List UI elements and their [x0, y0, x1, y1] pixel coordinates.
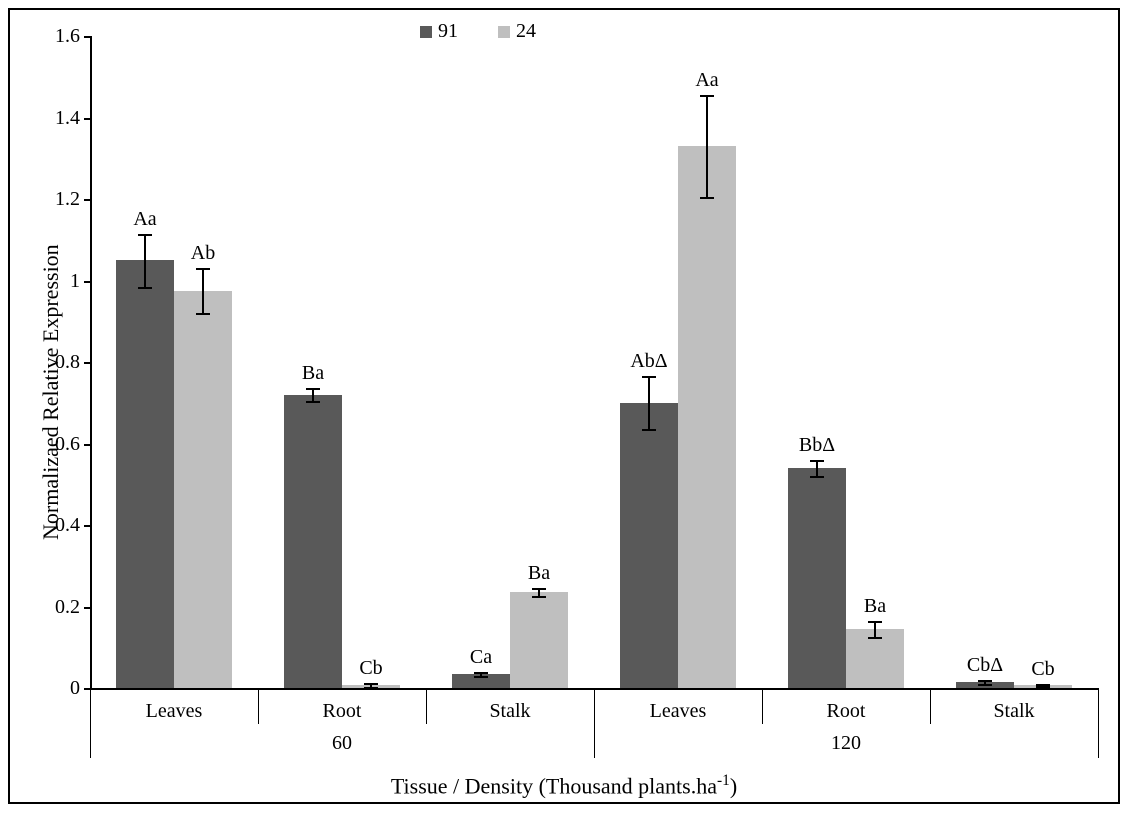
error-cap-top	[700, 95, 714, 97]
bar-annotation: Cb	[1013, 658, 1073, 681]
legend-label-24: 24	[516, 20, 536, 43]
x-sep-tissue	[930, 688, 931, 724]
x-sep-density	[90, 724, 91, 758]
bar-annotation: Ba	[845, 595, 905, 618]
tissue-label: Leaves	[124, 700, 224, 723]
error-bar	[874, 621, 876, 637]
bar-91	[620, 403, 678, 688]
y-tick	[84, 199, 90, 201]
y-tick	[84, 118, 90, 120]
x-sep-tissue	[762, 688, 763, 724]
bar-annotation: CbΔ	[955, 654, 1015, 677]
y-tick-label: 0.8	[40, 351, 80, 374]
error-cap-bot	[532, 596, 546, 598]
x-axis-title: Tissue / Density (Thousand plants.ha-1)	[10, 772, 1118, 799]
legend-item-24: 24	[498, 20, 536, 43]
error-cap-top	[810, 460, 824, 462]
error-cap-top	[138, 234, 152, 236]
x-sep-tissue	[258, 688, 259, 724]
bar-annotation: Ab	[173, 242, 233, 265]
chart-frame: 91 24 Normalizaed Relative Expression Ti…	[8, 8, 1120, 804]
legend-label-91: 91	[438, 20, 458, 43]
error-cap-bot	[700, 197, 714, 199]
legend-item-91: 91	[420, 20, 458, 43]
legend-swatch-24	[498, 26, 510, 38]
error-cap-bot	[978, 684, 992, 686]
bar-91	[116, 260, 174, 688]
bar-annotation: Aa	[115, 208, 175, 231]
bar-24	[510, 592, 568, 688]
x-sep-density	[594, 724, 595, 758]
error-cap-bot	[306, 401, 320, 403]
x-sep-tissue	[426, 688, 427, 724]
error-cap-bot	[868, 637, 882, 639]
bar-annotation: Ba	[509, 562, 569, 585]
error-cap-top	[642, 376, 656, 378]
error-cap-bot	[138, 287, 152, 289]
y-tick	[84, 36, 90, 38]
tissue-label: Root	[292, 700, 392, 723]
error-cap-top	[868, 621, 882, 623]
y-tick-label: 0.6	[40, 433, 80, 456]
error-cap-top	[978, 680, 992, 682]
y-tick-label: 1.6	[40, 25, 80, 48]
error-cap-bot	[642, 429, 656, 431]
tissue-label: Stalk	[460, 700, 560, 723]
error-bar	[706, 95, 708, 197]
bar-annotation: BbΔ	[787, 434, 847, 457]
error-cap-bot	[196, 313, 210, 315]
error-bar	[816, 460, 818, 476]
bar-annotation: Aa	[677, 69, 737, 92]
y-tick-label: 1	[40, 270, 80, 293]
bar-91	[788, 468, 846, 688]
x-axis-title-sup: -1	[717, 772, 730, 789]
bar-annotation: AbΔ	[619, 350, 679, 373]
x-sep-tissue	[90, 688, 91, 724]
density-label: 60	[302, 732, 382, 755]
tissue-label: Root	[796, 700, 896, 723]
y-tick-label: 0.2	[40, 596, 80, 619]
tissue-label: Stalk	[964, 700, 1064, 723]
y-tick-label: 1.4	[40, 107, 80, 130]
y-tick-label: 0.4	[40, 514, 80, 537]
y-tick	[84, 281, 90, 283]
bar-91	[284, 395, 342, 688]
bar-annotation: Cb	[341, 657, 401, 680]
x-axis-title-suffix: )	[730, 773, 737, 798]
error-cap-bot	[1036, 686, 1050, 688]
error-cap-top	[474, 672, 488, 674]
y-axis-line	[90, 36, 92, 688]
error-cap-top	[364, 683, 378, 685]
legend-swatch-91	[420, 26, 432, 38]
error-bar	[202, 268, 204, 313]
error-cap-bot	[474, 676, 488, 678]
error-cap-bot	[810, 476, 824, 478]
density-label: 120	[806, 732, 886, 755]
error-bar	[144, 234, 146, 287]
bar-24	[174, 291, 232, 688]
error-cap-top	[196, 268, 210, 270]
y-tick-label: 0	[40, 677, 80, 700]
bar-annotation: Ca	[451, 646, 511, 669]
tissue-label: Leaves	[628, 700, 728, 723]
x-sep-tissue	[1098, 688, 1099, 724]
legend: 91 24	[420, 20, 536, 43]
y-tick	[84, 362, 90, 364]
x-axis-title-prefix: Tissue / Density (Thousand plants.ha	[391, 773, 717, 798]
y-tick	[84, 444, 90, 446]
error-cap-top	[306, 388, 320, 390]
bar-annotation: Ba	[283, 362, 343, 385]
error-cap-bot	[364, 687, 378, 689]
error-bar	[648, 376, 650, 429]
x-sep-tissue	[594, 688, 595, 724]
y-tick-label: 1.2	[40, 188, 80, 211]
y-tick	[84, 525, 90, 527]
bar-24	[678, 146, 736, 688]
x-sep-density	[1098, 724, 1099, 758]
y-tick	[84, 607, 90, 609]
error-cap-top	[532, 588, 546, 590]
